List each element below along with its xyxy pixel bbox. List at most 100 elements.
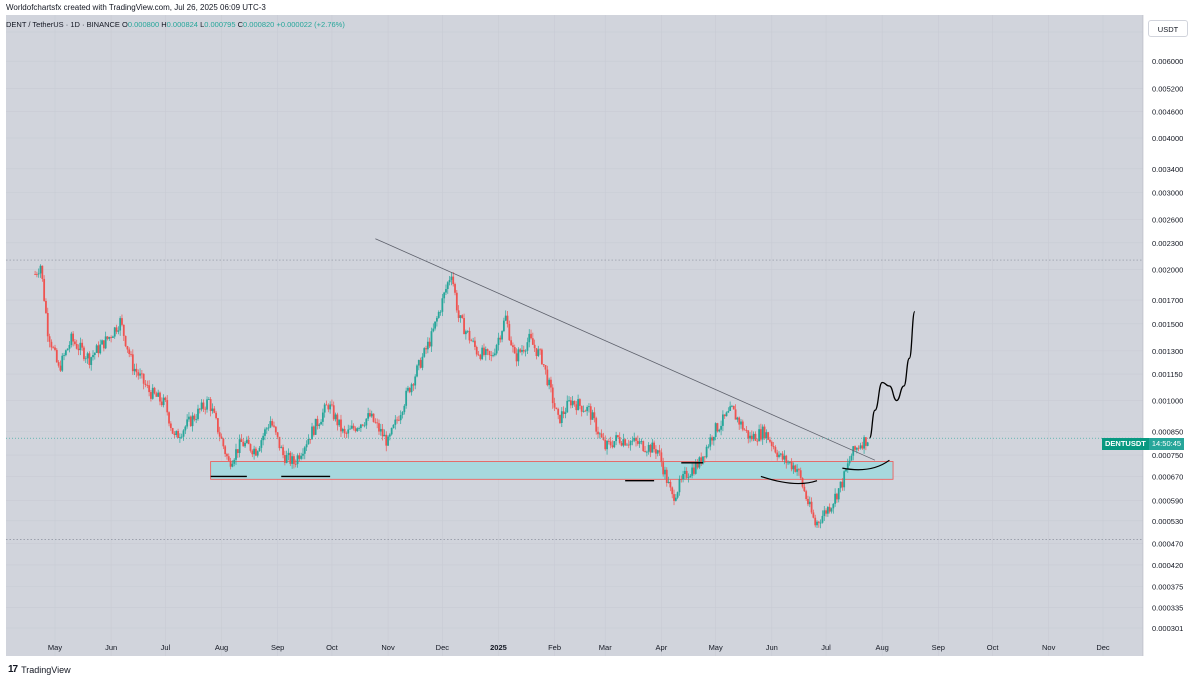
candle-body [419,360,422,368]
candle-body [430,331,433,347]
candle-body [336,414,339,426]
candle-body [745,429,748,431]
candle-body [437,312,440,318]
candle-body [293,456,295,464]
candle-body [117,330,120,332]
candle-body [64,350,67,356]
candle-body [182,430,185,437]
candle-body [448,279,451,283]
candle-body [378,423,380,432]
candle-body [714,423,717,437]
candle-body [231,463,234,467]
y-axis-tick-label: 0.000670 [1152,472,1183,481]
candle-body [307,439,310,445]
candle-body [513,347,516,354]
y-axis-tick-label: 0.004600 [1152,108,1183,117]
candle-body [533,344,536,349]
candle-body [180,436,183,438]
candle-body [410,384,413,393]
candle-body [649,444,652,453]
price-chart[interactable]: May Jun Jul Aug Sep Oct Nov Dec 2025 Feb Mar Apr May… [0,15,1200,660]
candle-body [606,440,608,450]
candle-body [245,439,248,443]
candle-body [139,373,141,376]
candle-body [651,442,654,453]
candle-body [557,409,560,415]
candle-body [347,429,350,434]
x-axis-tick-label: Dec [436,643,450,652]
candle-body [843,471,846,488]
currency-selector[interactable]: USDT [1148,20,1188,37]
candle-body [622,439,625,446]
candle-body [769,439,771,442]
candle-body [55,349,58,363]
descending-trendline[interactable] [375,238,876,461]
candle-body [385,434,388,446]
candle-body [727,410,730,413]
candle-body [146,384,149,386]
candle-body [481,347,484,360]
candle-body [731,405,733,407]
candle-body [846,463,849,470]
candle-body [112,336,114,338]
candle-body [477,354,480,356]
candle-body [432,328,435,332]
candle-body [148,385,151,393]
candle-body [34,274,36,275]
candle-body [740,421,742,425]
y-axis-tick-label: 0.006000 [1152,57,1183,66]
candle-body [177,430,179,438]
y-axis-tick-label: 0.000750 [1152,451,1183,460]
candle-body [709,437,712,447]
candle-body [499,337,502,340]
chart-area[interactable]: May Jun Jul Aug Sep Oct Nov Dec 2025 Feb Mar Apr May… [0,15,1200,660]
candle-body [716,423,719,432]
candle-body [209,399,212,412]
candle-body [349,428,351,430]
x-axis-tick-label: Aug [875,643,888,652]
candle-body [79,342,82,351]
candle-body [825,510,827,514]
retest-curve-mark[interactable] [842,459,890,471]
candle-body [135,368,138,373]
candle-body [519,349,522,352]
support-zone[interactable] [210,461,894,480]
candle-body [240,439,243,442]
rounded-base-mark[interactable] [760,475,818,485]
candle-body [86,353,89,359]
candle-body [472,340,475,342]
candle-body [531,338,534,345]
y-axis-tick-label: 0.000375 [1152,582,1183,591]
candle-body [683,470,686,474]
candle-body [126,346,129,350]
candle-body [137,372,140,376]
tradingview-brand: TradingView [21,664,71,675]
close-label: C [237,20,244,29]
candle-body [206,399,208,410]
x-axis-tick-label: Mar [599,643,612,652]
candle-body [238,439,241,454]
candle-body [63,355,65,356]
candle-body [159,392,161,402]
y-axis-tick-label: 0.000470 [1152,540,1183,549]
candle-body [186,419,189,427]
projection-path[interactable] [868,310,916,439]
candle-body [343,428,346,434]
candle-body [341,428,344,432]
footer: 17 TradingView [0,660,1200,680]
candle-body [370,413,373,417]
candle-body [566,400,569,413]
candle-body [515,353,518,362]
tradingview-logo[interactable]: 17 TradingView [8,664,71,675]
candle-body [121,318,123,325]
candle-body [81,342,84,348]
candle-body [93,352,96,355]
candle-body [318,424,321,427]
candle-body [647,444,650,452]
candle-body [497,337,500,346]
x-axis-tick-label: Jul [821,643,831,652]
candle-body [450,276,453,280]
candle-body [832,503,835,509]
candle-body [626,444,628,446]
candle-body [676,492,679,498]
